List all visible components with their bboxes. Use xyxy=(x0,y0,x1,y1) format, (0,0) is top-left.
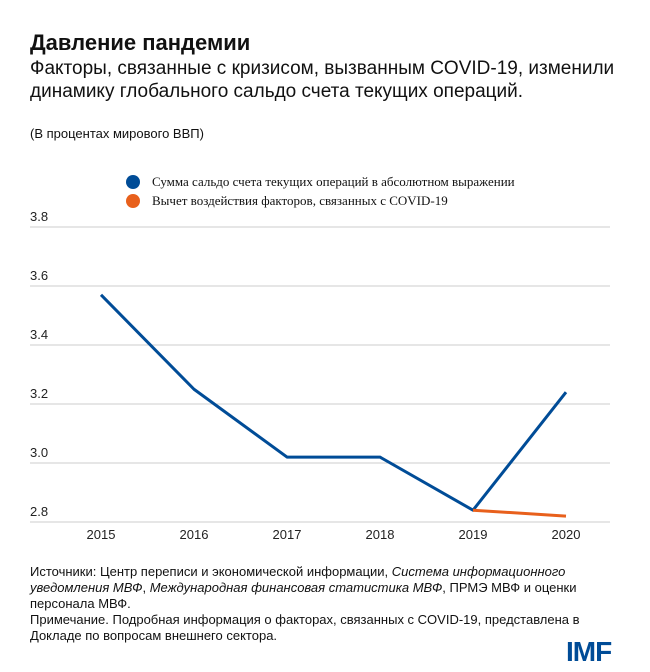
legend-marker-orange xyxy=(126,194,140,208)
y-tick-label: 3.2 xyxy=(30,386,48,401)
legend-item-total: Сумма сальдо счета текущих операций в аб… xyxy=(126,174,515,190)
sources-italic: Международная финансовая статистика МВФ xyxy=(149,580,443,595)
x-tick-label: 2015 xyxy=(87,527,116,542)
y-tick-label: 3.0 xyxy=(30,445,48,460)
sources-sep: , xyxy=(142,580,150,595)
chart-title: Давление пандемии xyxy=(30,30,251,55)
y-tick-label: 3.6 xyxy=(30,268,48,283)
y-tick-label: 2.8 xyxy=(30,504,48,519)
legend-label: Вычет воздействия факторов, связанных с … xyxy=(152,193,448,208)
legend-item-covid: Вычет воздействия факторов, связанных с … xyxy=(126,193,448,209)
x-tick-label: 2018 xyxy=(366,527,395,542)
sources-text: Источники: Центр переписи и экономическо… xyxy=(30,564,392,579)
imf-logo: IMF xyxy=(566,636,612,667)
y-tick-label: 3.8 xyxy=(30,209,48,224)
x-tick-label: 2020 xyxy=(552,527,581,542)
x-tick-label: 2019 xyxy=(459,527,488,542)
series-line-0 xyxy=(99,293,568,512)
note-text: Примечание. Подробная информация о факто… xyxy=(30,612,580,643)
x-tick-label: 2016 xyxy=(180,527,209,542)
unit-label: (В процентах мирового ВВП) xyxy=(30,126,204,141)
y-tick-label: 3.4 xyxy=(30,327,48,342)
line-chart: 2.8 3.0 3.2 3.4 3.6 3.8 2015 2016 2017 2018 2019 20… xyxy=(30,209,610,542)
series-line-1 xyxy=(472,508,567,518)
sources-text: , ПРМЭ МВФ и оценки персонала МВФ. xyxy=(30,580,577,611)
legend-marker-blue xyxy=(126,175,140,189)
chart-subtitle: Факторы, связанные с кризисом, вызванным… xyxy=(30,58,615,102)
x-tick-label: 2017 xyxy=(273,527,302,542)
sources-note: Источники: Центр переписи и экономическо… xyxy=(30,564,610,644)
sources-italic: Система информационного уведомления МВФ xyxy=(30,564,566,595)
legend-label: Сумма сальдо счета текущих операций в аб… xyxy=(152,174,515,189)
